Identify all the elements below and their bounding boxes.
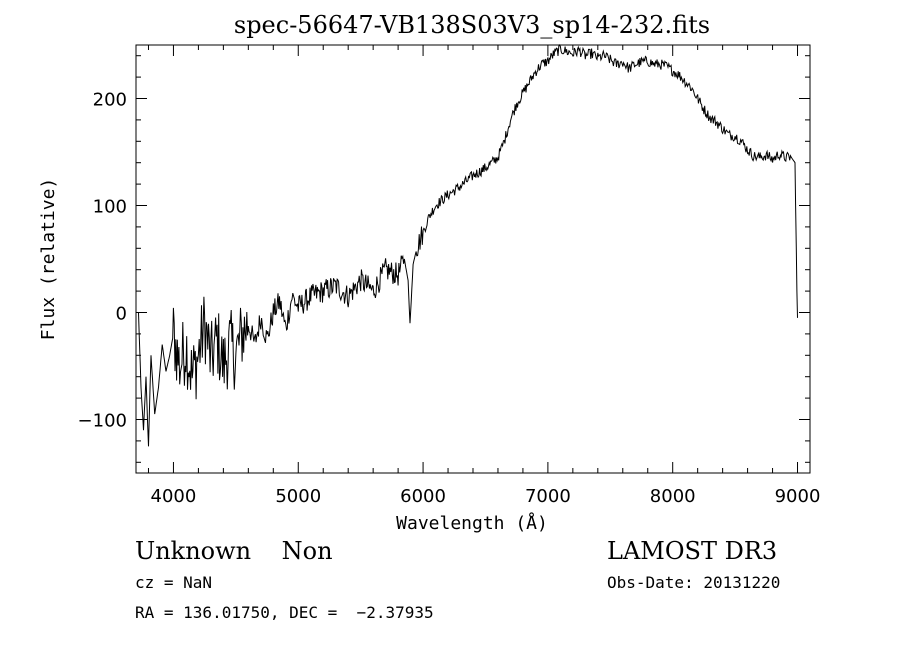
redshift-value: cz = NaN (135, 573, 213, 592)
x-tick-label: 7000 (525, 486, 571, 507)
x-tick-label: 4000 (151, 486, 197, 507)
x-axis-label: Wavelength (Å) (396, 512, 548, 534)
y-tick-label: 200 (93, 90, 127, 111)
x-tick-label: 9000 (775, 486, 821, 507)
observation-date: Obs-Date: 20131220 (607, 573, 781, 592)
coordinates: RA = 136.01750, DEC = −2.37935 (135, 603, 434, 622)
survey-name: LAMOST DR3 (607, 537, 778, 565)
chart-title: spec-56647-VB138S03V3_sp14-232.fits (234, 11, 710, 39)
object-class: Unknown Non (135, 537, 333, 565)
plot-frame (135, 44, 811, 474)
spectrum-line (138, 44, 798, 447)
y-tick-label: −100 (78, 411, 127, 432)
x-tick-label: 5000 (275, 486, 321, 507)
x-tick-label: 8000 (650, 486, 696, 507)
y-tick-label: 0 (116, 304, 127, 325)
y-tick-label: 100 (93, 197, 127, 218)
x-tick-label: 6000 (400, 486, 446, 507)
y-axis-label: Flux (relative) (38, 178, 59, 341)
